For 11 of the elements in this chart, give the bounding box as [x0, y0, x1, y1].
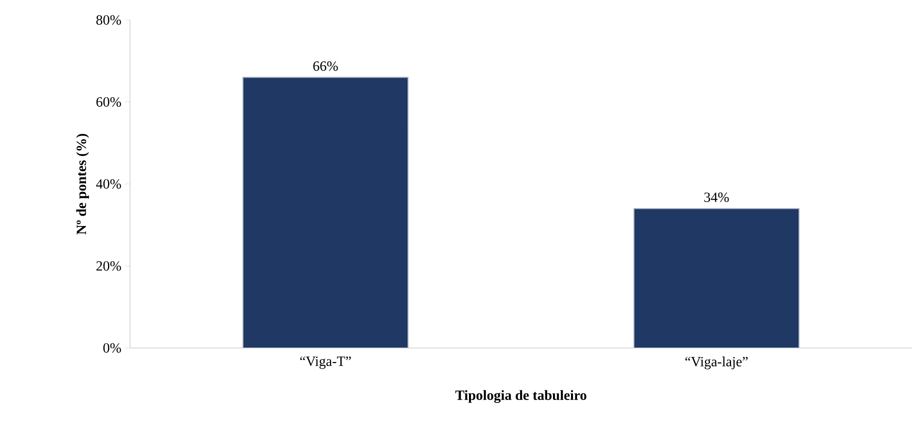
y-tick-label: 0% [103, 343, 121, 353]
data-label: 34% [704, 192, 729, 202]
x-axis-title: Tipologia de tabuleiro [455, 390, 586, 403]
y-tick-label: 20% [96, 261, 121, 271]
y-tick-label: 40% [96, 179, 121, 189]
x-tick-label: “Viga-T” [300, 356, 351, 369]
data-label: 66% [313, 61, 338, 71]
y-axis-title: Nº de pontes (%) [76, 134, 89, 234]
x-tick-label: “Viga-laje” [685, 356, 748, 370]
y-tick-label: 80% [96, 15, 121, 25]
y-tick-label: 60% [96, 97, 121, 107]
